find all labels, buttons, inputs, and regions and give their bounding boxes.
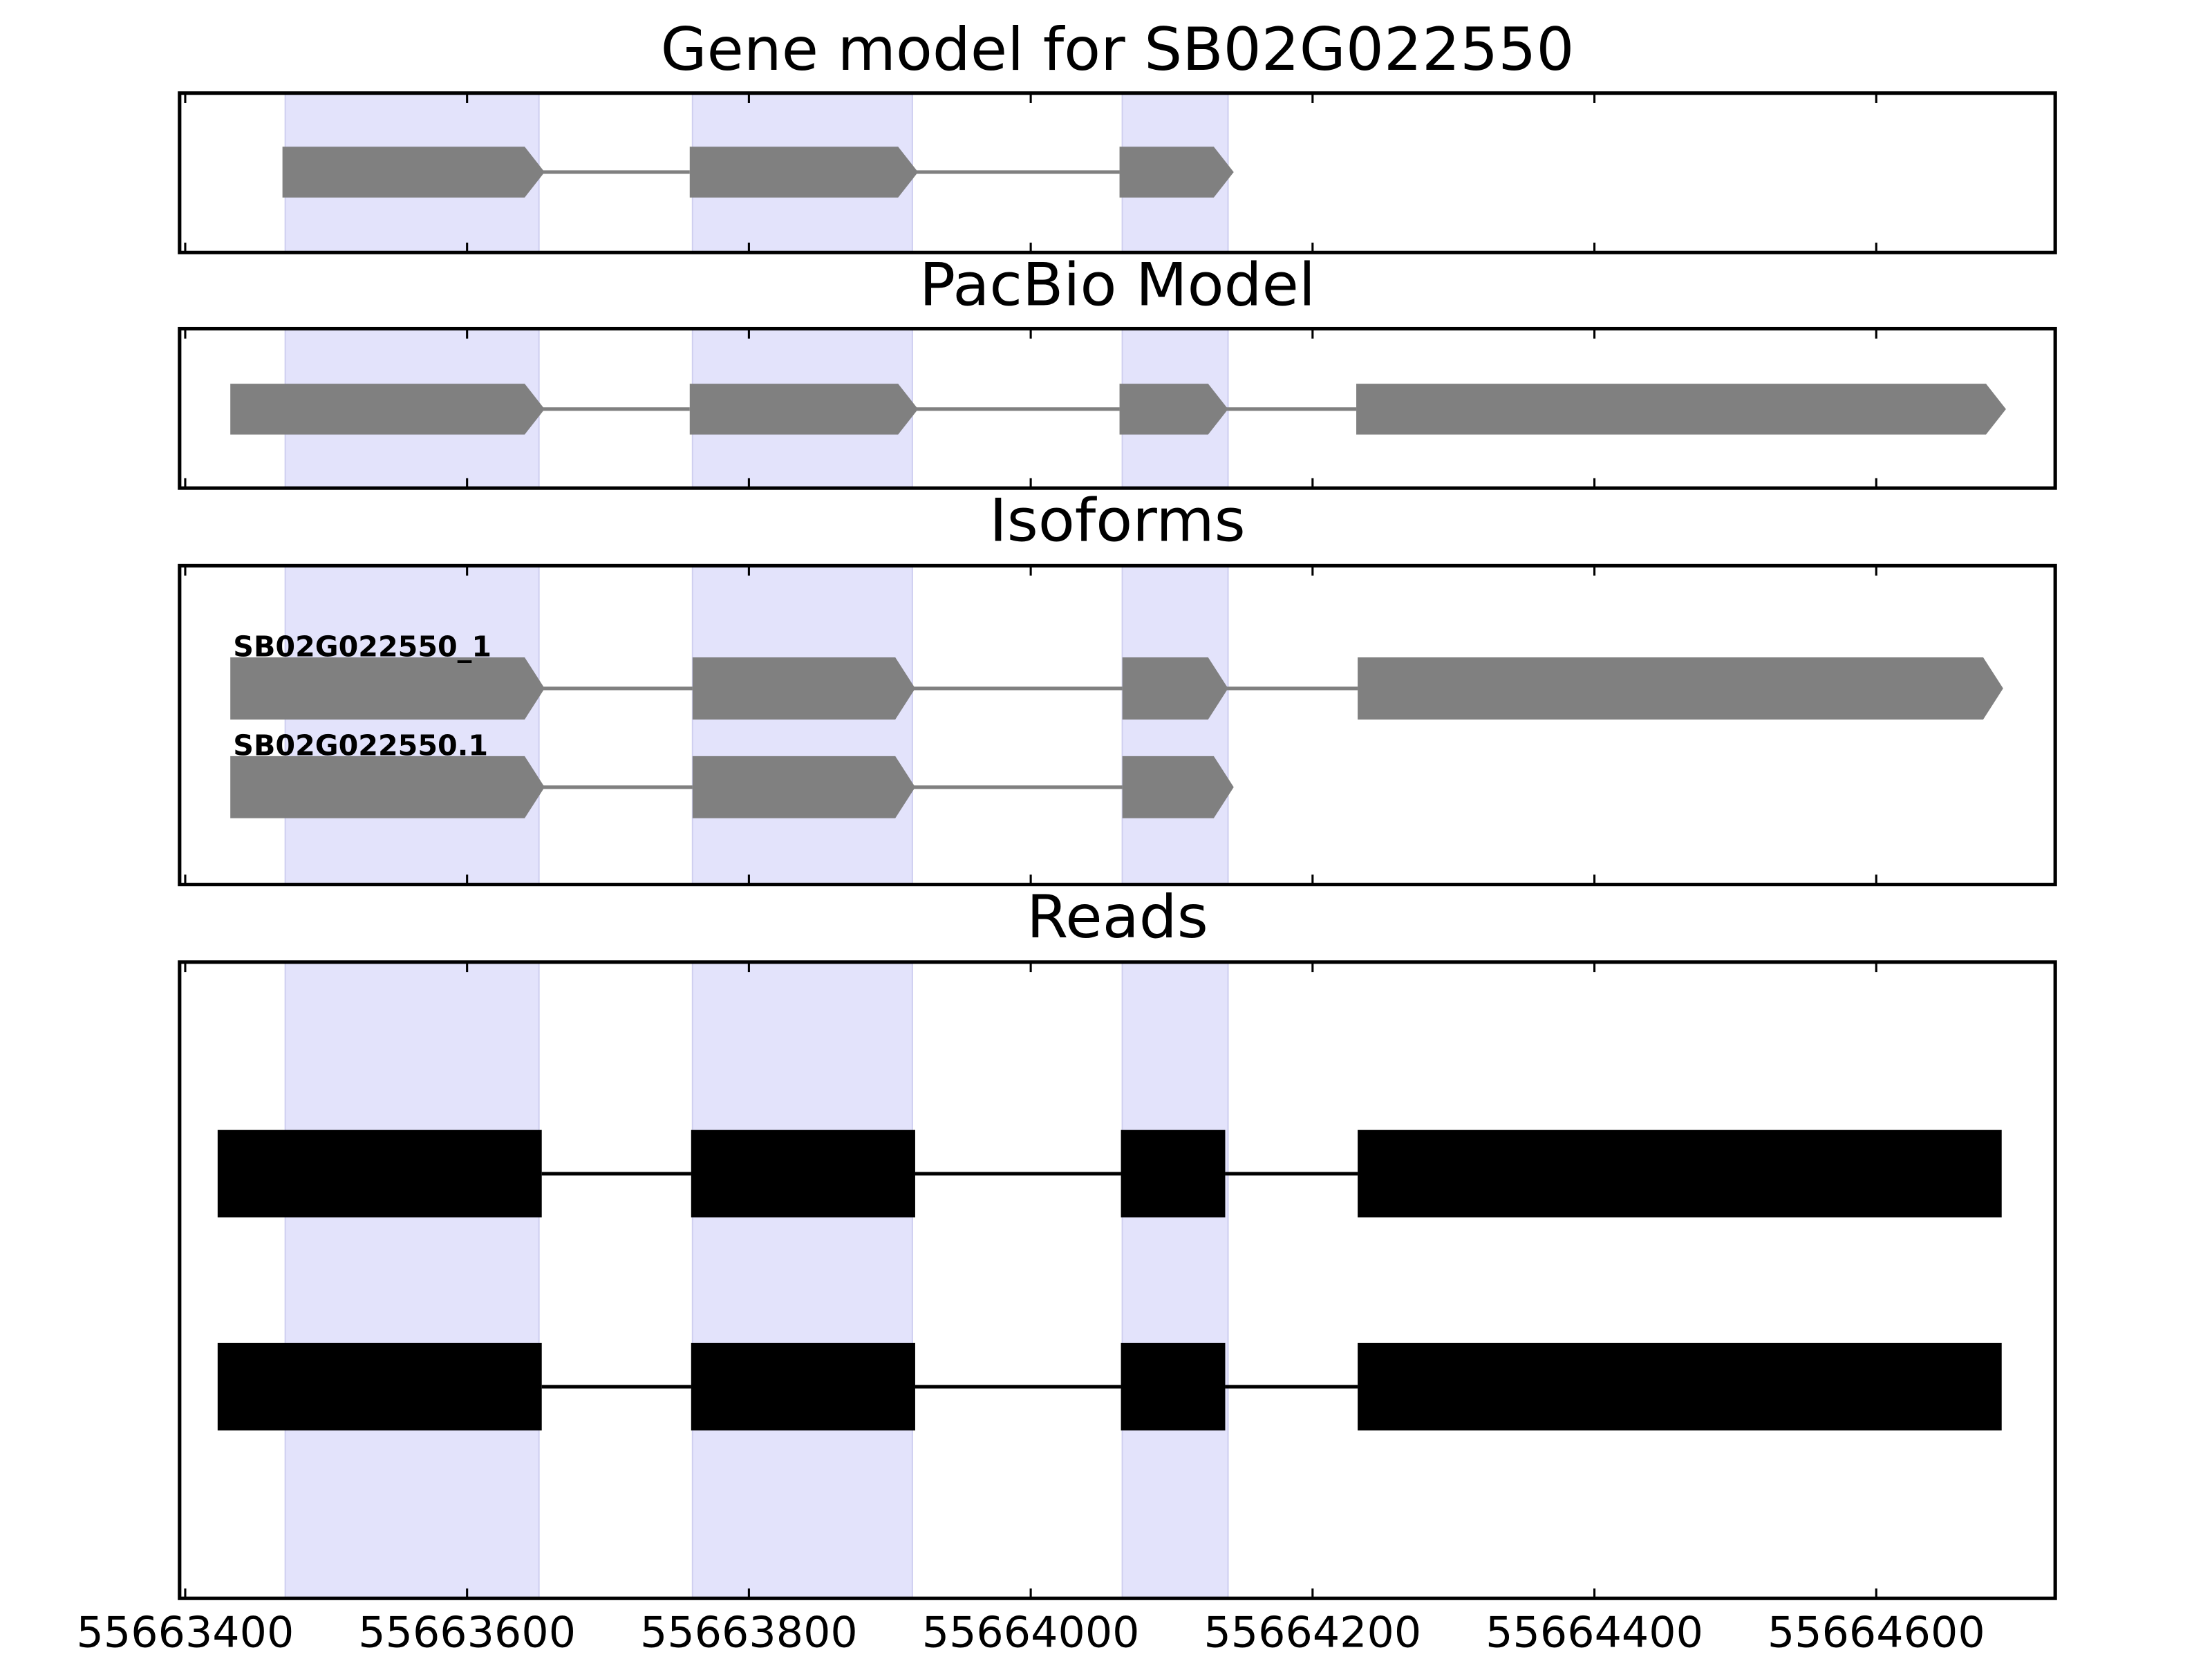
exon: [692, 657, 916, 720]
highlight: [284, 565, 540, 885]
x-tick-label: 55663400: [77, 1608, 294, 1658]
exon: [1122, 657, 1228, 720]
exon: [689, 384, 919, 435]
x-tick-label: 55664000: [922, 1608, 1140, 1658]
exon: [1356, 384, 2006, 435]
exon: [230, 756, 545, 818]
exon: [691, 1342, 915, 1431]
exon: [1358, 1130, 2002, 1218]
exon: [692, 756, 916, 818]
exon: [230, 657, 545, 720]
exon: [1358, 1342, 2002, 1431]
exon: [217, 1130, 542, 1218]
exon: [282, 147, 545, 198]
x-tick-label: 55664400: [1485, 1608, 1703, 1658]
exon: [691, 1130, 915, 1218]
panel-title: Gene model for SB02G022550: [661, 15, 1575, 84]
panel-frame: [178, 326, 2057, 490]
exon: [1119, 147, 1234, 198]
panel-frame: [178, 91, 2057, 254]
track-label: SB02G022550.1: [233, 729, 488, 762]
track-label: SB02G022550_1: [233, 630, 491, 664]
x-tick-label: 55664600: [1768, 1608, 1985, 1658]
panel-title: Reads: [1027, 883, 1208, 952]
exon: [1121, 1130, 1226, 1218]
panel-title: Isoforms: [989, 487, 1246, 556]
panel-title: PacBio Model: [919, 251, 1315, 320]
highlight: [691, 565, 913, 885]
exon: [689, 147, 919, 198]
exon: [1121, 1342, 1226, 1431]
panel-frame: [178, 960, 2057, 1600]
exon: [230, 384, 545, 435]
highlight: [1121, 961, 1229, 1600]
x-tick-label: 55663800: [640, 1608, 858, 1658]
highlight: [284, 961, 540, 1600]
panel-frame: [178, 563, 2057, 887]
x-tick-label: 55664200: [1203, 1608, 1421, 1658]
x-tick-label: 55663600: [358, 1608, 576, 1658]
highlight: [1121, 565, 1229, 885]
exon: [1122, 756, 1234, 818]
highlight: [691, 961, 913, 1600]
exon: [1119, 384, 1228, 435]
exon: [217, 1342, 542, 1431]
exon: [1358, 657, 2003, 720]
